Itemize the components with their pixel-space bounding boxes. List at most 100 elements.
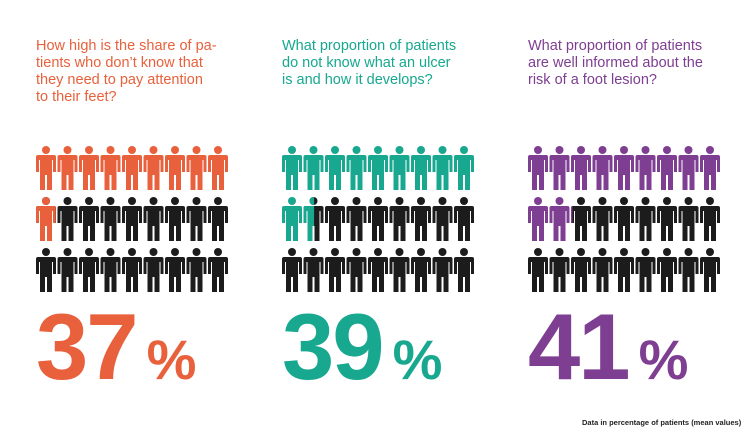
person-icon <box>549 248 570 292</box>
person-icon <box>57 146 78 190</box>
person-icon <box>700 146 720 190</box>
person-icon <box>368 248 388 292</box>
person-icon <box>303 197 324 241</box>
person-icon <box>368 197 388 241</box>
person-icon <box>325 197 345 241</box>
person-icon <box>571 248 591 292</box>
person-icon <box>614 146 634 190</box>
pictogram-feet-attention <box>36 146 228 292</box>
person-icon <box>549 197 570 241</box>
person-icon <box>635 197 656 241</box>
person-icon <box>79 248 99 292</box>
person-icon <box>571 197 591 241</box>
person-icon <box>635 146 656 190</box>
person-icon <box>389 248 410 292</box>
person-icon <box>432 197 453 241</box>
person-icon <box>454 146 474 190</box>
person-icon <box>346 248 367 292</box>
value-label: 41% <box>528 300 688 394</box>
person-icon <box>389 146 410 190</box>
person-icon <box>122 248 142 292</box>
value-unit: % <box>638 328 689 391</box>
value-label: 37% <box>36 300 196 394</box>
person-icon <box>143 248 164 292</box>
person-icon <box>432 146 453 190</box>
pictogram-ulcer-knowledge <box>282 146 474 292</box>
person-icon <box>657 197 677 241</box>
person-icon <box>165 146 185 190</box>
value-unit: % <box>146 328 197 391</box>
person-icon <box>143 146 164 190</box>
person-icon <box>592 248 613 292</box>
person-icon <box>614 197 634 241</box>
person-icon <box>657 146 677 190</box>
person-icon <box>36 146 56 190</box>
person-icon <box>700 197 720 241</box>
panel-foot-lesion-risk: What proportion of patients are well inf… <box>528 0 738 432</box>
person-icon <box>614 248 634 292</box>
person-icon <box>303 248 324 292</box>
person-icon <box>143 197 164 241</box>
footnote: Data in percentage of patients (mean val… <box>582 418 742 427</box>
person-icon <box>186 248 207 292</box>
person-icon <box>678 146 699 190</box>
person-icon <box>303 146 324 190</box>
person-icon <box>678 248 699 292</box>
value-label: 39% <box>282 300 442 394</box>
person-icon <box>389 197 410 241</box>
question-text: How high is the share of pa- tients who … <box>36 38 217 105</box>
person-icon <box>186 146 207 190</box>
person-icon <box>79 197 99 241</box>
person-icon <box>346 146 367 190</box>
person-icon <box>36 248 56 292</box>
person-icon <box>635 248 656 292</box>
person-icon <box>122 197 142 241</box>
person-icon <box>282 146 302 190</box>
person-icon <box>208 146 228 190</box>
person-icon <box>657 248 677 292</box>
person-icon <box>346 197 367 241</box>
person-icon <box>57 248 78 292</box>
person-icon <box>325 248 345 292</box>
person-icon <box>368 146 388 190</box>
pictogram-foot-lesion-risk <box>528 146 720 292</box>
person-icon <box>528 146 548 190</box>
person-icon <box>571 146 591 190</box>
person-icon <box>122 146 142 190</box>
person-icon <box>592 146 613 190</box>
person-icon <box>282 248 302 292</box>
person-icon <box>592 197 613 241</box>
person-icon <box>100 146 121 190</box>
person-icon <box>454 248 474 292</box>
person-icon <box>165 197 185 241</box>
person-icon <box>186 197 207 241</box>
person-icon <box>411 248 431 292</box>
person-icon <box>700 248 720 292</box>
person-icon <box>36 197 56 241</box>
person-icon <box>282 197 302 241</box>
person-icon <box>678 197 699 241</box>
person-icon <box>325 146 345 190</box>
person-icon <box>79 146 99 190</box>
person-icon <box>411 197 431 241</box>
person-icon <box>100 248 121 292</box>
person-icon <box>165 248 185 292</box>
panel-ulcer-knowledge: What proportion of patients do not know … <box>282 0 492 432</box>
value-number: 37 <box>36 294 139 399</box>
person-icon <box>100 197 121 241</box>
question-text: What proportion of patients do not know … <box>282 38 457 88</box>
question-text: What proportion of patients are well inf… <box>528 38 703 88</box>
person-icon <box>208 248 228 292</box>
person-icon <box>528 248 548 292</box>
person-icon <box>528 197 548 241</box>
panel-feet-attention: How high is the share of pa- tients who … <box>36 0 246 432</box>
person-icon <box>208 197 228 241</box>
person-icon <box>549 146 570 190</box>
value-unit: % <box>392 328 443 391</box>
person-icon <box>57 197 78 241</box>
person-icon <box>454 197 474 241</box>
value-number: 41 <box>528 294 631 399</box>
person-icon <box>432 248 453 292</box>
value-number: 39 <box>282 294 385 399</box>
person-icon <box>411 146 431 190</box>
